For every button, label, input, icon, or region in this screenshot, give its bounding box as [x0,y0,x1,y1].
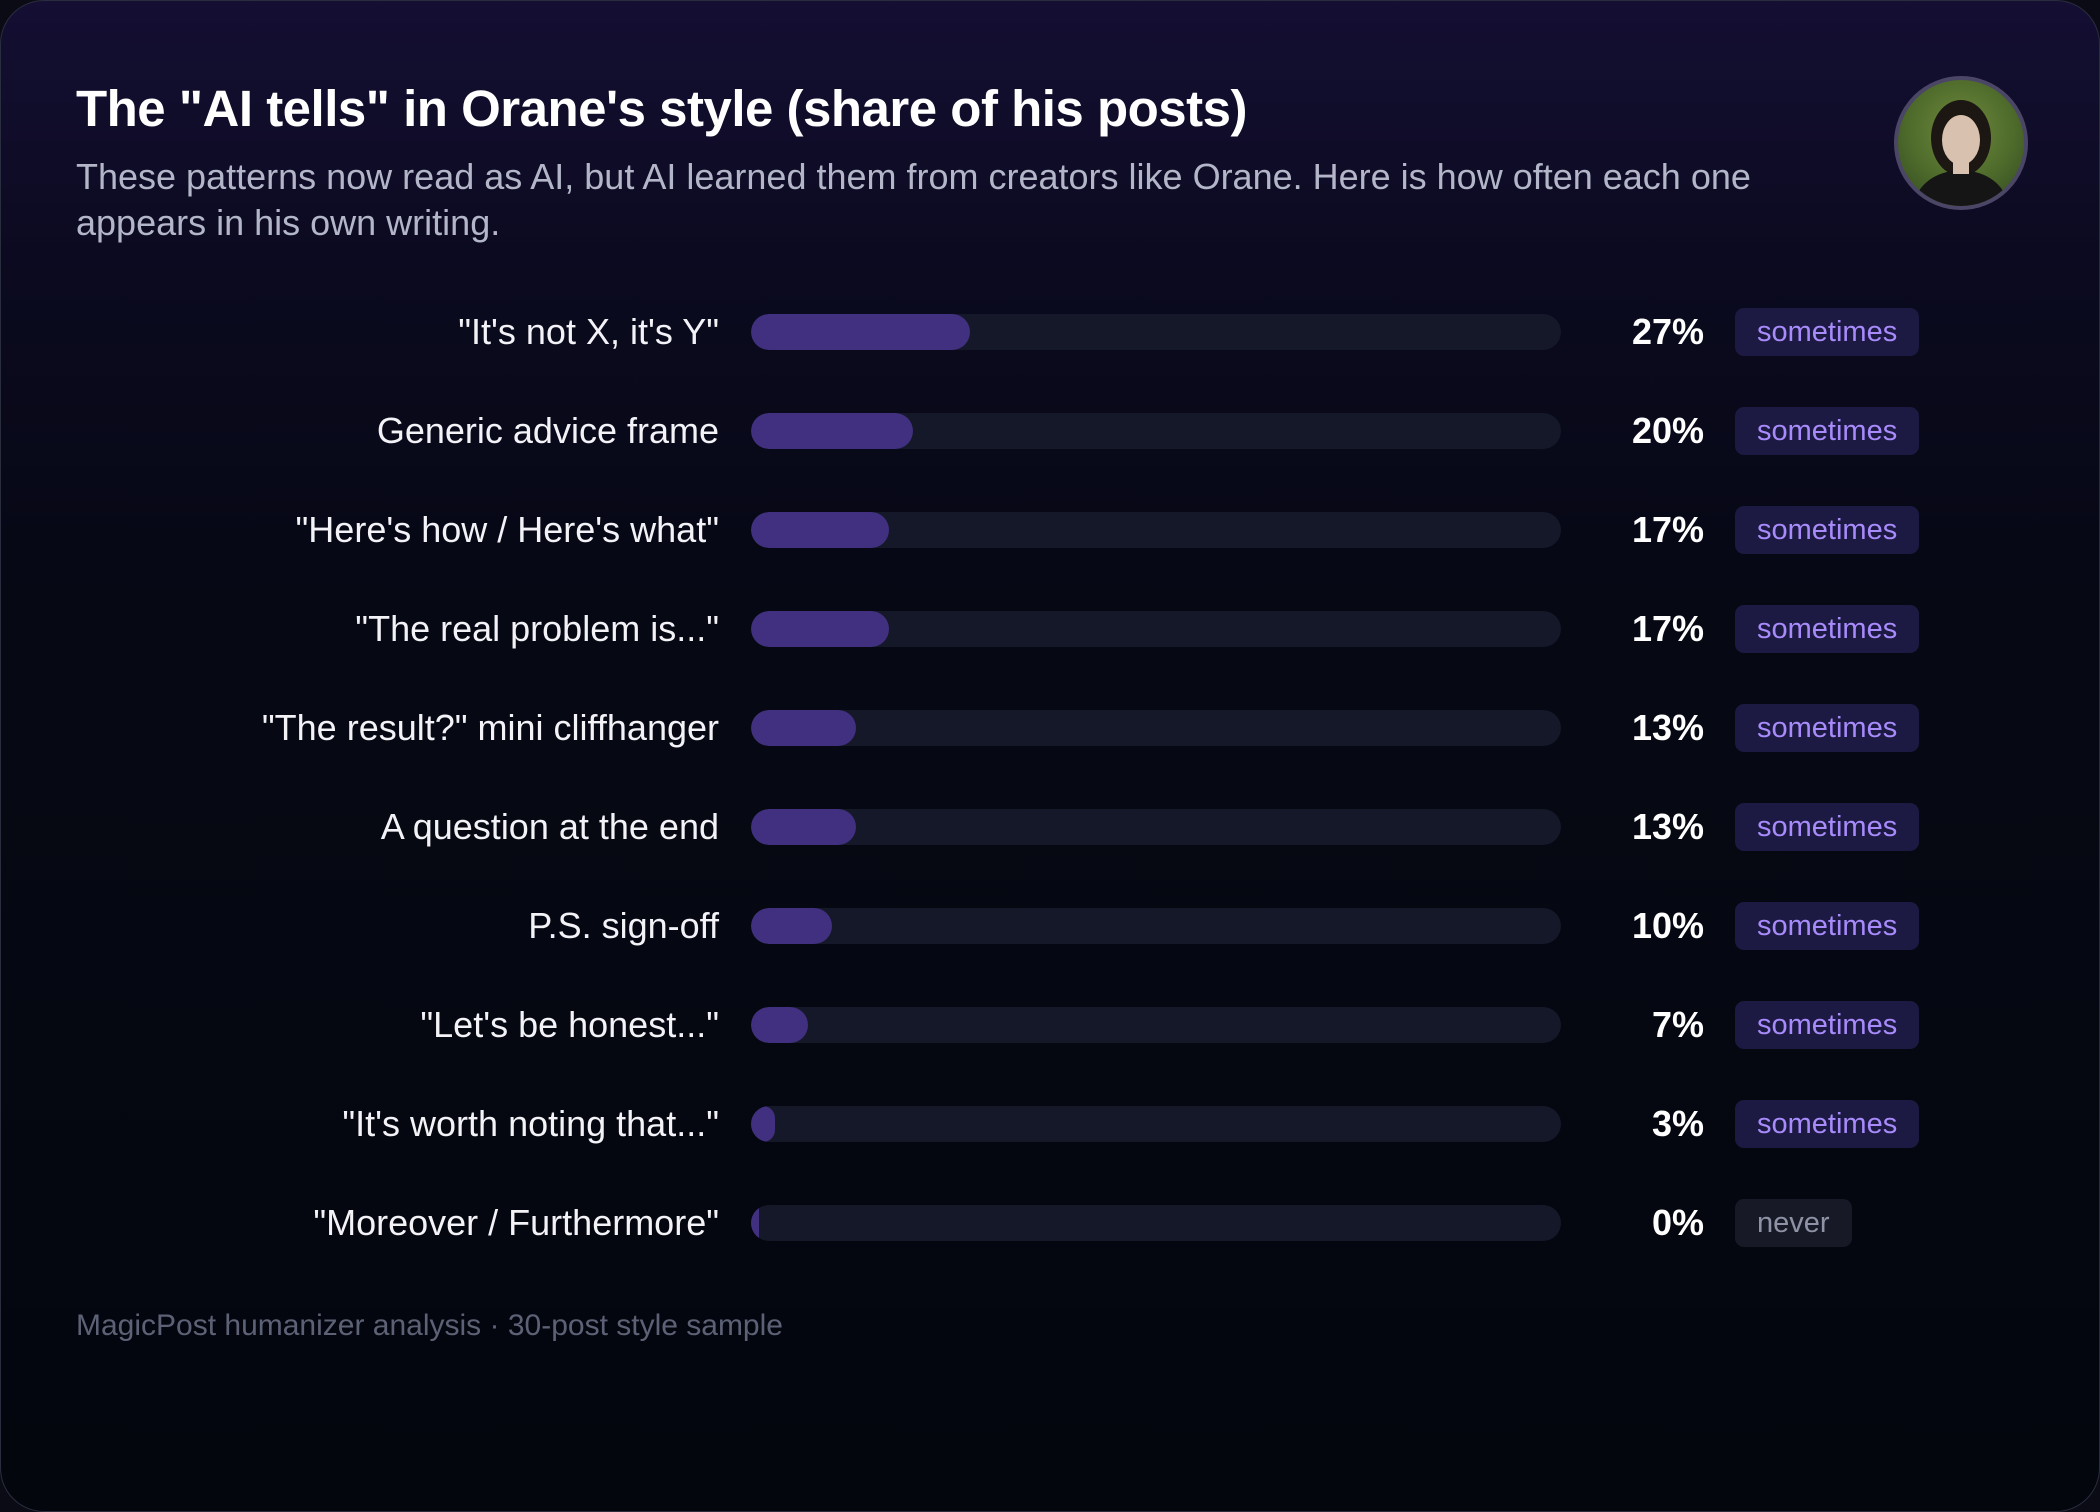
category-label: "The real problem is..." [355,608,719,649]
bar-row: "The real problem is..." 17% sometimes [1,594,2099,664]
value-label: 27% [1631,311,1704,352]
bar-row: "Let's be honest..." 7% sometimes [1,990,2099,1060]
category-label: "The result?" mini cliffhanger [261,707,719,748]
bar-row: "Here's how / Here's what" 17% sometimes [1,495,2099,565]
bar-row: Generic advice frame 20% sometimes [1,396,2099,466]
category-label: "Here's how / Here's what" [295,509,719,550]
value-label: 13% [1631,806,1704,847]
bar [751,1106,776,1142]
avatar [1894,76,2028,210]
frequency-badge: sometimes [1735,704,1920,752]
profile-photo-icon [1912,100,2010,206]
value-label: 10% [1631,905,1704,946]
frequency-badge: sometimes [1735,902,1920,950]
bar-row: A question at the end 13% sometimes [1,792,2099,862]
value-label: 7% [1651,1004,1704,1045]
frequency-badge: sometimes [1735,1100,1920,1148]
bar [751,908,832,944]
bar-track [751,413,1561,449]
bar [751,710,857,746]
bar-track [751,314,1561,350]
category-label: "Moreover / Furthermore" [313,1202,719,1243]
value-label: 17% [1631,509,1704,550]
bar-row: "It's worth noting that..." 3% sometimes [1,1089,2099,1159]
value-label: 13% [1631,707,1704,748]
bar-row: "It's not X, it's Y" 27% sometimes [1,297,2099,367]
bar [751,1007,808,1043]
category-label: "It's not X, it's Y" [458,311,719,352]
bar-track [751,1007,1561,1043]
value-label: 0% [1651,1202,1704,1243]
value-label: 17% [1631,608,1704,649]
category-label: Generic advice frame [376,410,719,451]
bar-track [751,710,1561,746]
bar-row: "The result?" mini cliffhanger 13% sometim… [1,693,2099,763]
frequency-badge: never [1735,1199,1852,1247]
category-label: "Let's be honest..." [420,1004,719,1045]
bar [751,413,913,449]
frequency-badge: sometimes [1735,308,1920,356]
value-label: 3% [1651,1103,1704,1144]
bar-row: P.S. sign-off 10% sometimes [1,891,2099,961]
bar-track [751,908,1561,944]
category-label: "It's worth noting that..." [342,1103,719,1144]
bar [751,512,889,548]
bar-track [751,1106,1561,1142]
bar [751,314,970,350]
frequency-badge: sometimes [1735,803,1920,851]
value-label: 20% [1631,410,1704,451]
source-footnote: MagicPost humanizer analysis · 30-post s… [76,1309,783,1342]
bar [751,809,857,845]
bar-track [751,512,1561,548]
category-label: P.S. sign-off [528,905,719,946]
bar-track [751,1205,1561,1241]
bar-row: "Moreover / Furthermore" 0% never [1,1188,2099,1258]
frequency-badge: sometimes [1735,506,1920,554]
frequency-badge: sometimes [1735,407,1920,455]
category-label: A question at the end [380,806,719,847]
frequency-badge: sometimes [1735,605,1920,653]
frequency-badge: sometimes [1735,1001,1920,1049]
bar [751,611,889,647]
bar-track [751,611,1561,647]
bar [751,1205,759,1241]
bar-track [751,809,1561,845]
chart-subtitle: These patterns now read as AI, but AI le… [76,156,1751,243]
chart-title: The "AI tells" in Orane's style (share o… [76,80,1247,137]
